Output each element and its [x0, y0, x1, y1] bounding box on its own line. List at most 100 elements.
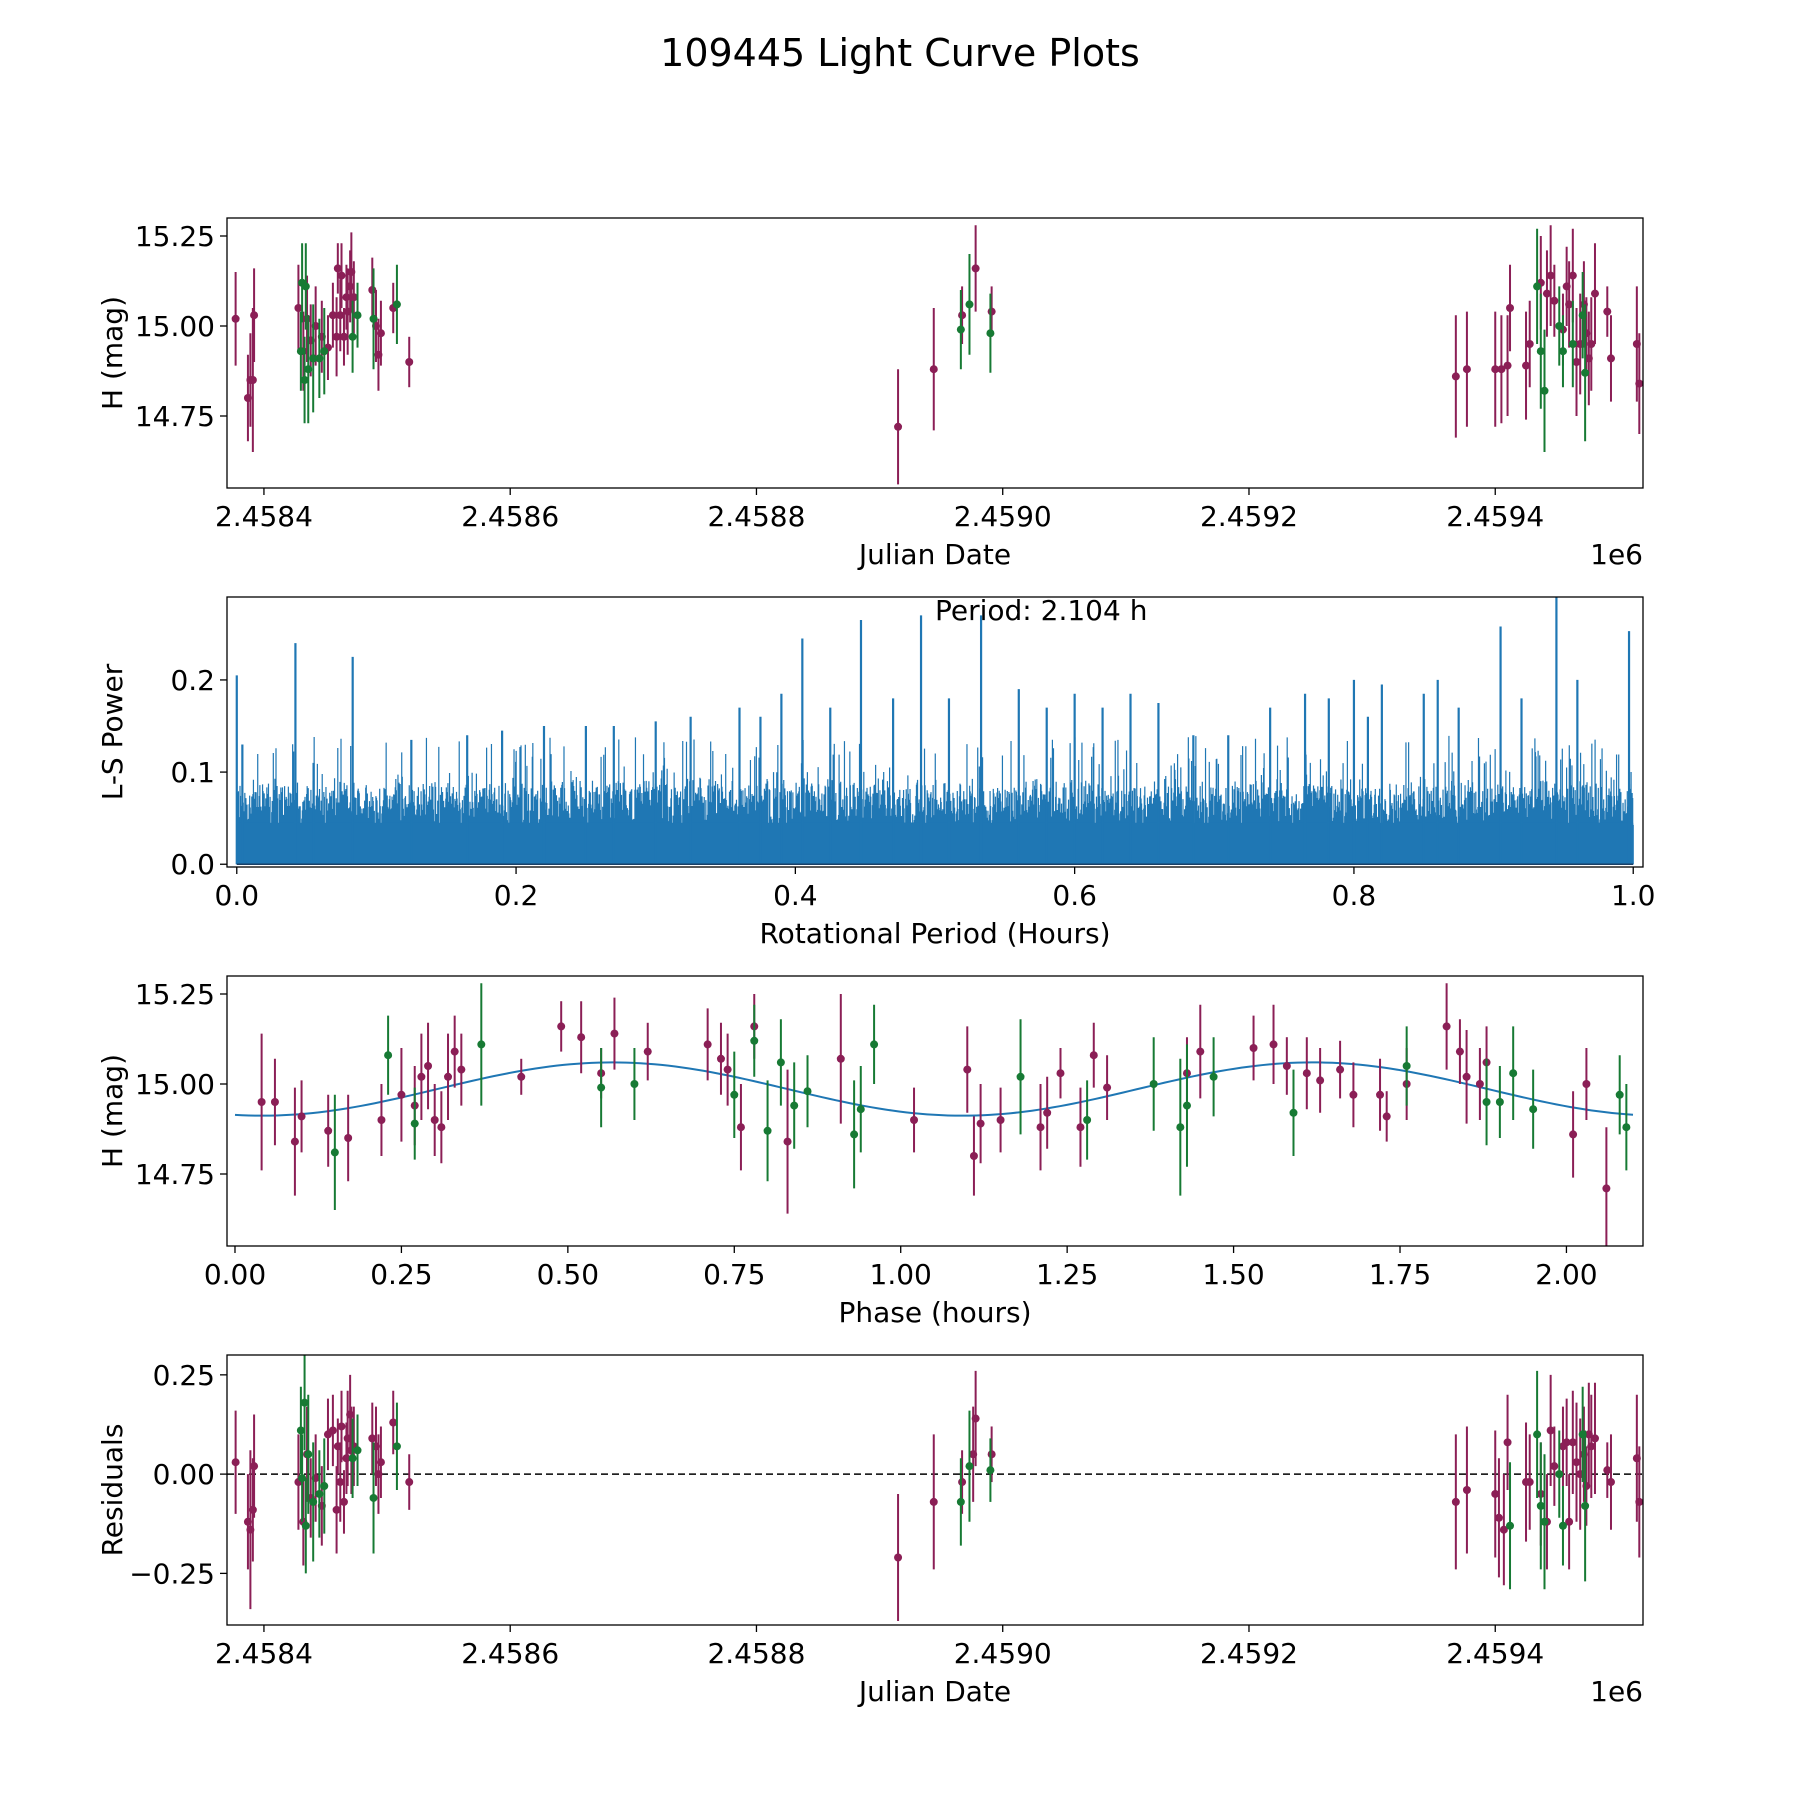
data-point-g — [1558, 347, 1567, 356]
data-point-r — [1590, 289, 1599, 298]
data-point-r — [929, 365, 938, 374]
data-point-g — [392, 1442, 401, 1451]
data-point-g — [1555, 322, 1564, 330]
data-point-g — [1149, 1080, 1158, 1088]
lightcurve-panel: 2.4584 2.4586 2.4588 2.4590 2.4592 2.4594 14.7… — [96, 217, 1644, 571]
data-point-r — [1451, 1497, 1460, 1506]
data-point-r — [1606, 354, 1615, 363]
data-point-r — [1587, 340, 1596, 348]
y-tick-label: 15.25 — [135, 220, 215, 253]
y-axis-label: Residuals — [96, 1424, 129, 1557]
data-point-r — [517, 1072, 526, 1081]
data-point-r — [1503, 1438, 1512, 1447]
x-tick-label: 0.8 — [1332, 879, 1377, 912]
data-point-r — [987, 307, 996, 316]
y-tick-label: 0.1 — [170, 756, 215, 789]
x-tick-label: 2.00 — [1535, 1258, 1597, 1291]
x-tick-label: 2.4584 — [215, 500, 313, 533]
data-point-r — [836, 1054, 845, 1063]
data-point-g — [965, 1462, 974, 1471]
data-point-r — [1546, 271, 1555, 280]
data-point-r — [294, 304, 303, 312]
data-point-g — [304, 365, 313, 374]
data-point-r — [1568, 1438, 1577, 1447]
data-point-g — [296, 347, 305, 356]
data-point-r — [894, 1553, 903, 1562]
data-point-r — [1282, 1062, 1291, 1070]
data-point-r — [1076, 1123, 1085, 1132]
data-point-r — [1546, 1426, 1555, 1435]
data-point-r — [1525, 1478, 1534, 1487]
data-point-g — [296, 1426, 305, 1435]
data-point-r — [1635, 379, 1643, 388]
data-point-r — [290, 1137, 299, 1146]
data-point-g — [986, 1466, 995, 1475]
data-point-r — [557, 1022, 566, 1031]
data-point-r — [1269, 1040, 1278, 1049]
data-point-g — [750, 1036, 759, 1045]
data-point-r — [976, 1119, 985, 1128]
data-point-g — [301, 282, 310, 291]
data-point-g — [1482, 1098, 1491, 1106]
data-point-g — [1558, 1521, 1567, 1530]
x-tick-label: 2.4588 — [707, 1637, 805, 1670]
plot-frame — [226, 596, 1644, 868]
data-point-r — [339, 1497, 348, 1506]
data-point-g — [315, 1489, 324, 1498]
data-point-g — [870, 1040, 879, 1049]
data-point-r — [971, 264, 980, 273]
data-point-r — [1249, 1044, 1258, 1052]
data-point-r — [1582, 1080, 1591, 1088]
data-point-g — [1182, 1101, 1191, 1110]
data-point-r — [1572, 358, 1581, 366]
data-point-r — [577, 1033, 586, 1042]
data-points — [257, 983, 1631, 1246]
data-point-r — [716, 1054, 725, 1063]
data-point-r — [339, 332, 348, 341]
data-point-r — [1590, 1434, 1599, 1443]
data-point-r — [1376, 1090, 1385, 1099]
data-point-r — [337, 1422, 346, 1431]
periodogram-floor — [236, 822, 1634, 865]
data-point-r — [248, 1505, 257, 1514]
data-point-r — [1525, 340, 1534, 348]
data-point-g — [1568, 340, 1577, 348]
data-point-g — [1540, 386, 1549, 395]
y-tick-label: 0.2 — [170, 664, 215, 697]
data-point-r — [963, 1065, 972, 1074]
data-point-r — [417, 1072, 426, 1081]
data-point-r — [1451, 372, 1460, 381]
x-tick-label: 0.25 — [370, 1258, 432, 1291]
data-point-g — [301, 1521, 310, 1530]
data-point-g — [1529, 1105, 1538, 1114]
data-point-g — [353, 311, 362, 320]
data-point-r — [430, 1116, 439, 1124]
y-tick-label: 14.75 — [135, 1158, 215, 1191]
data-point-r — [1550, 1462, 1559, 1471]
data-point-r — [1565, 300, 1574, 309]
data-point-g — [956, 1497, 965, 1506]
data-point-r — [1569, 1130, 1578, 1139]
data-point-g — [1536, 347, 1545, 356]
data-point-r — [457, 1065, 466, 1074]
data-point-g — [410, 1119, 419, 1128]
x-tick-label: 2.4590 — [954, 1637, 1052, 1670]
data-point-g — [1615, 1090, 1624, 1099]
y-tick-label: 15.00 — [135, 1068, 215, 1101]
data-point-r — [1572, 1458, 1581, 1467]
data-point-r — [1462, 1486, 1471, 1494]
data-point-r — [723, 1065, 732, 1074]
x-tick-label: 2.4592 — [1200, 500, 1298, 533]
x-tick-label: 0.0 — [215, 879, 260, 912]
data-point-r — [1603, 307, 1612, 316]
data-point-r — [250, 1462, 259, 1471]
data-point-r — [231, 1458, 240, 1467]
x-tick-label: 2.4592 — [1200, 1637, 1298, 1670]
data-point-r — [389, 1418, 398, 1427]
data-point-r — [1089, 1051, 1098, 1060]
plot-frame — [226, 975, 1644, 1247]
data-point-g — [1209, 1072, 1218, 1081]
y-tick-label: 0.00 — [153, 1458, 215, 1491]
data-point-g — [730, 1090, 739, 1099]
